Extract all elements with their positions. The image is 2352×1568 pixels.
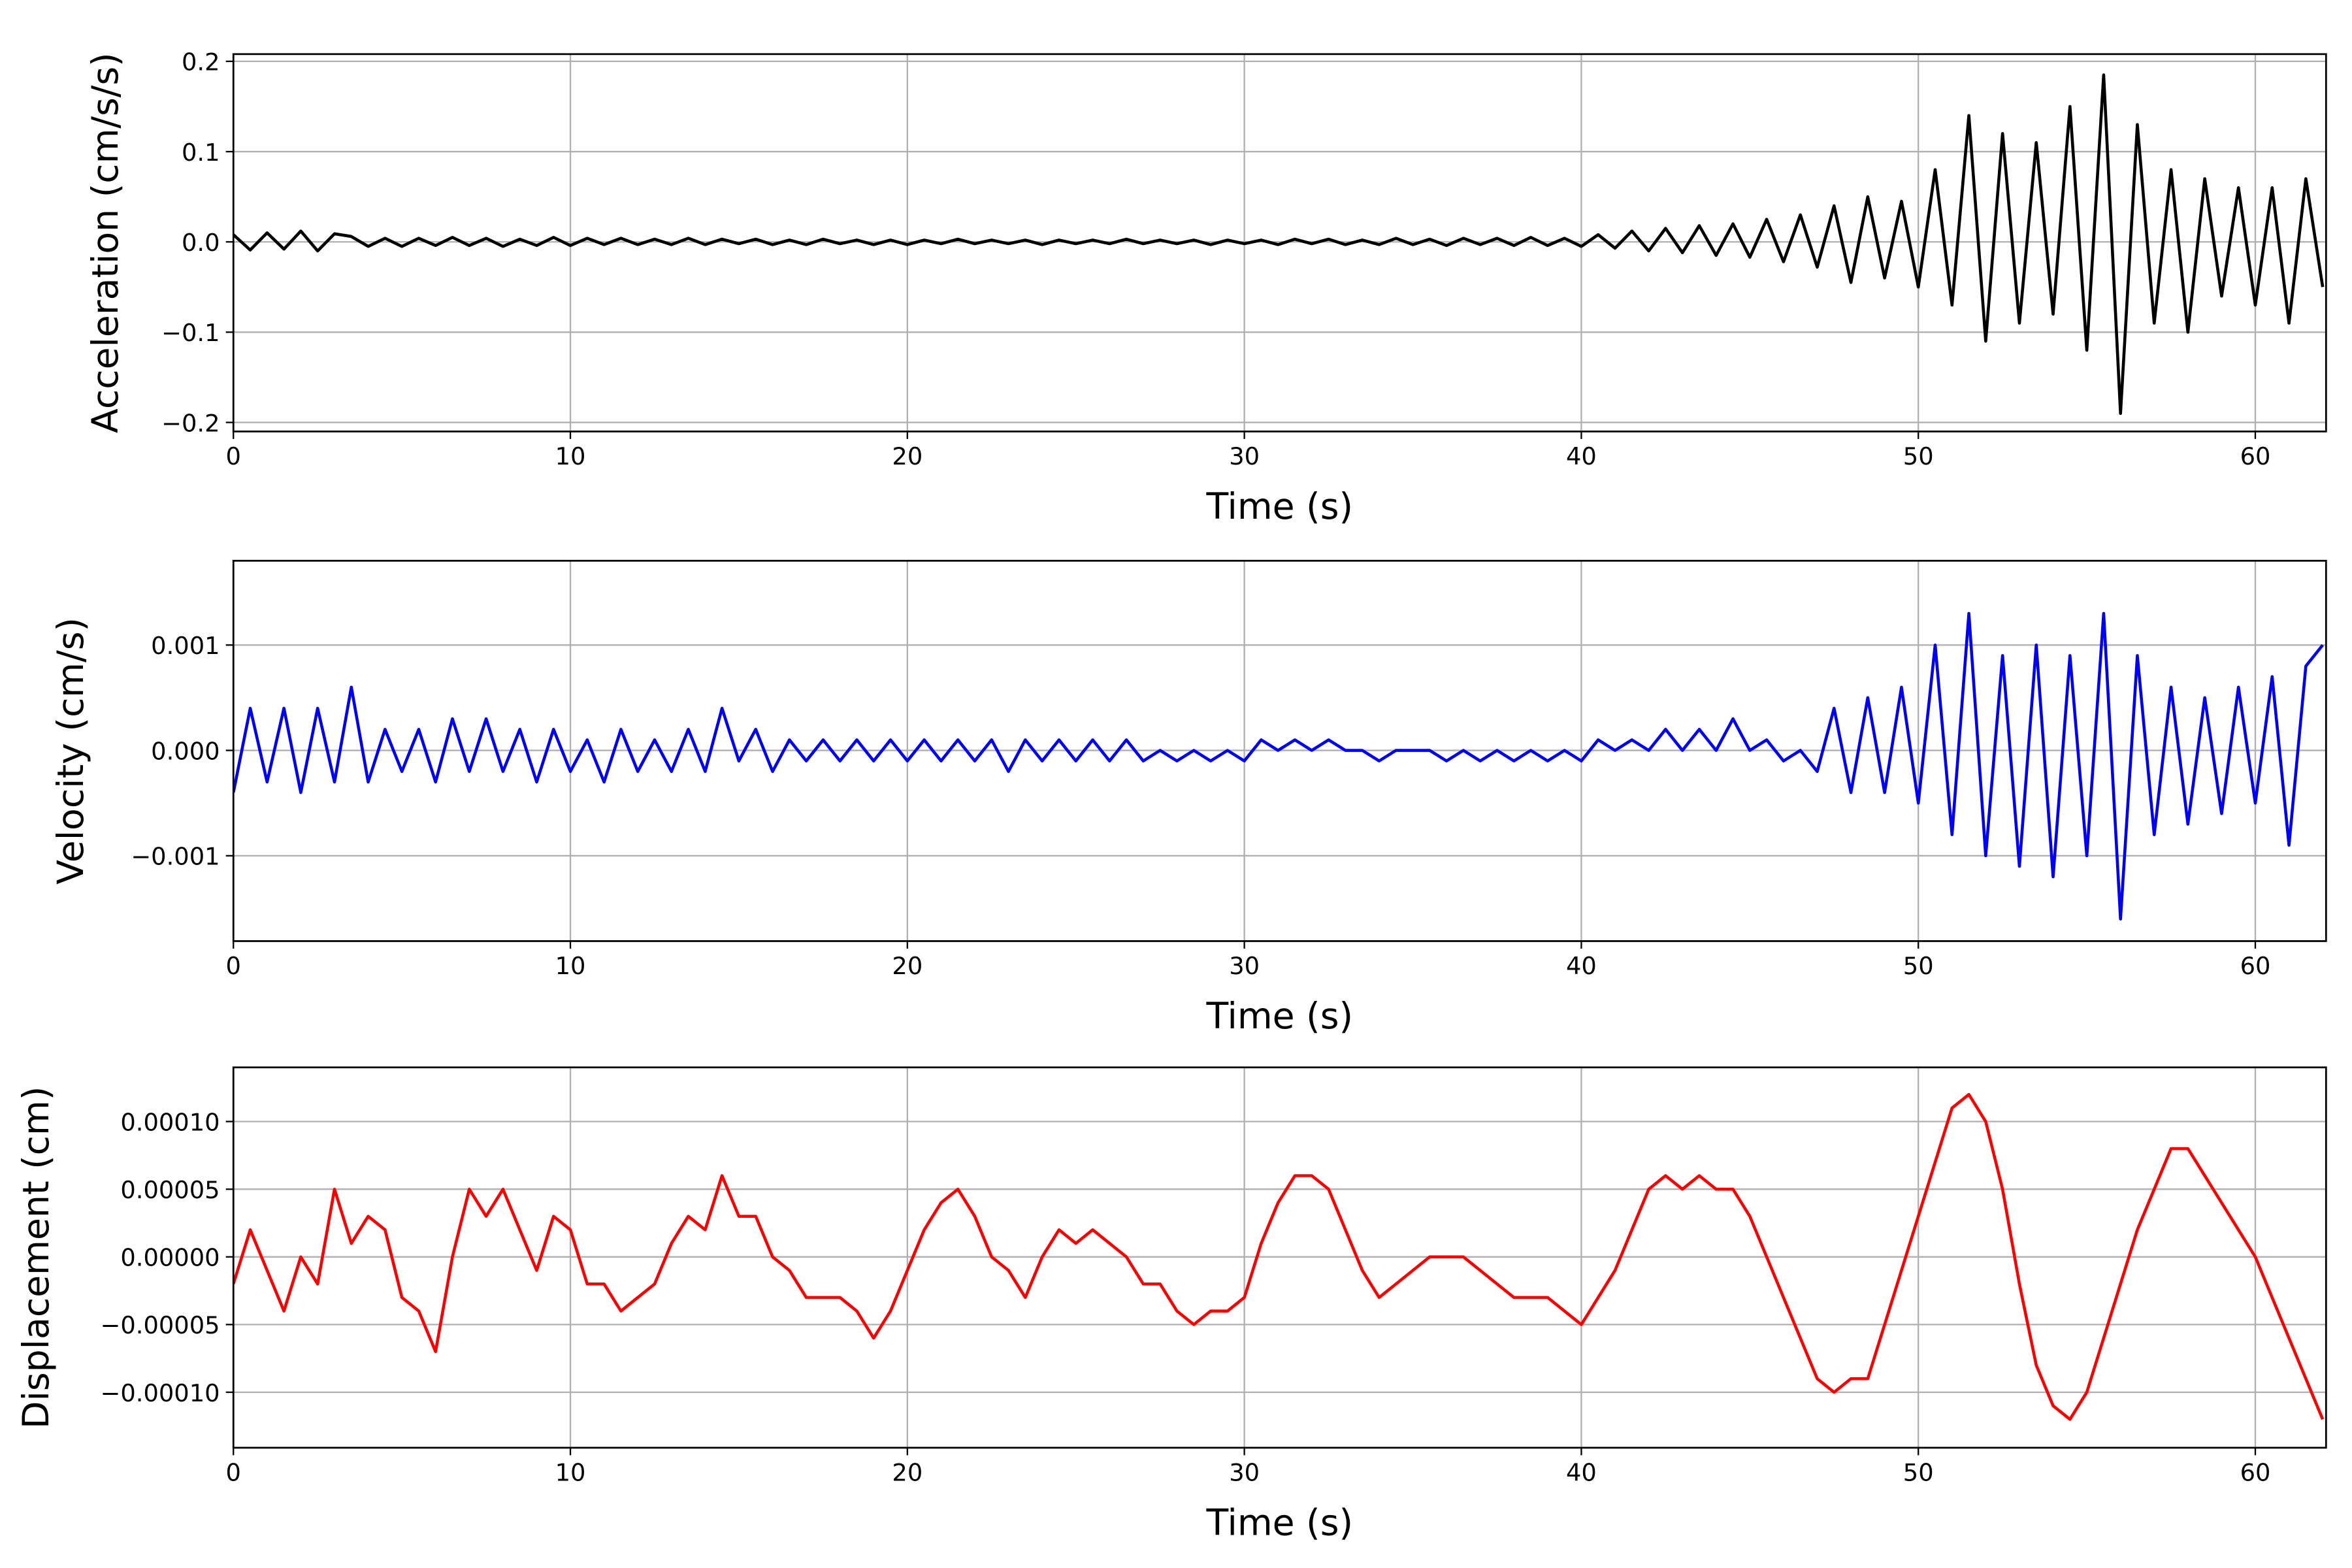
data-line	[233, 1092, 2325, 1421]
x-tick-label: 60	[2240, 1459, 2271, 1487]
x-axis-label: Time (s)	[1205, 486, 1353, 528]
y-tick-label: −0.001	[131, 843, 220, 871]
y-tick-label: 0.00005	[120, 1176, 220, 1204]
data-line	[233, 612, 2324, 921]
x-tick-label: 0	[226, 442, 241, 470]
x-tick-label: 60	[2240, 952, 2271, 980]
x-tick-label: 40	[1566, 1459, 1597, 1487]
plot-area	[233, 612, 2324, 921]
y-tick-label: −0.00010	[101, 1379, 220, 1407]
x-tick-label: 20	[892, 442, 923, 470]
x-axis-label: Time (s)	[1205, 996, 1353, 1037]
plot-area	[233, 73, 2325, 416]
plot-area	[233, 1092, 2325, 1421]
y-tick-label: −0.1	[161, 319, 220, 347]
x-tick-label: 40	[1566, 952, 1597, 980]
y-tick-label: 0.00010	[120, 1108, 220, 1136]
x-tick-label: 60	[2240, 442, 2271, 470]
y-tick-label: 0.1	[182, 139, 220, 167]
axes-frame	[232, 559, 2327, 942]
x-tick-label: 10	[555, 952, 586, 980]
x-tick-label: 50	[1903, 952, 1934, 980]
x-tick-label: 50	[1903, 1459, 1934, 1487]
y-axis-label: Displacement (cm)	[16, 1086, 57, 1429]
x-tick-label: 20	[892, 1459, 923, 1487]
x-tick-label: 10	[555, 1459, 586, 1487]
x-tick-label: 30	[1229, 442, 1260, 470]
x-tick-label: 50	[1903, 442, 1934, 470]
data-line	[233, 73, 2325, 416]
x-tick-label: 10	[555, 442, 586, 470]
axes-frame	[232, 53, 2327, 433]
y-tick-label: −0.00005	[101, 1311, 220, 1339]
x-tick-label: 0	[226, 952, 241, 980]
y-axis-label: Acceleration (cm/s/s)	[85, 52, 127, 433]
axes-frame	[232, 1066, 2327, 1449]
x-tick-label: 20	[892, 952, 923, 980]
x-tick-label: 40	[1566, 442, 1597, 470]
x-tick-label: 0	[226, 1459, 241, 1487]
y-tick-label: 0.000	[151, 737, 220, 765]
y-tick-label: 0.2	[182, 48, 220, 76]
y-tick-label: 0.0	[182, 229, 220, 257]
y-tick-label: 0.001	[151, 632, 220, 660]
y-tick-label: 0.00000	[120, 1244, 220, 1272]
y-axis-label: Velocity (cm/s)	[50, 617, 92, 885]
x-axis-label: Time (s)	[1205, 1502, 1353, 1544]
x-tick-label: 30	[1229, 952, 1260, 980]
x-tick-label: 30	[1229, 1459, 1260, 1487]
y-tick-label: −0.2	[161, 409, 220, 437]
